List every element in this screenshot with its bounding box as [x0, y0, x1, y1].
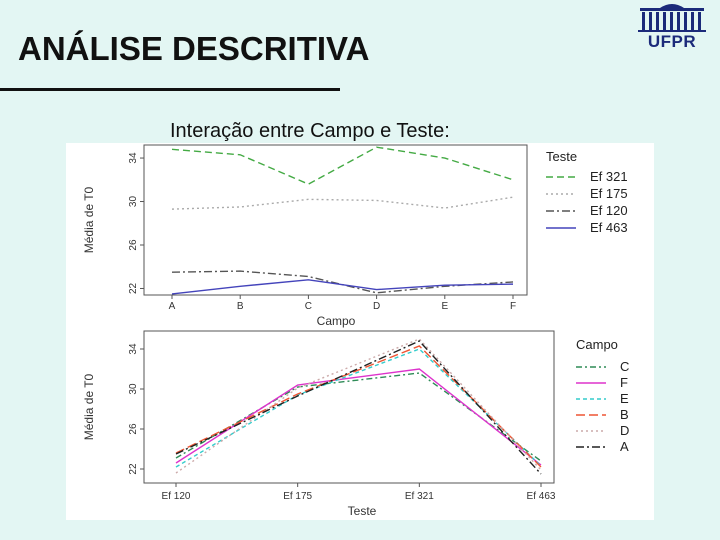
x-tick-label: Ef 175 — [283, 491, 312, 502]
legend-label: D — [620, 423, 629, 438]
y-axis-label: Média de T0 — [82, 373, 96, 440]
x-tick-label: E — [441, 301, 448, 312]
y-axis-label: Média de T0 — [82, 186, 96, 253]
series-line-ef-463 — [171, 279, 514, 295]
legend-label: Ef 321 — [590, 169, 628, 184]
series-line-d — [175, 338, 542, 474]
series-line-e — [175, 348, 542, 468]
plot-area-frame — [143, 330, 555, 484]
legend-label: Ef 463 — [590, 220, 628, 235]
x-tick-label: B — [237, 301, 244, 312]
y-tick-label: 30 — [128, 383, 139, 395]
x-tick-label: A — [169, 301, 176, 312]
y-tick-label: 22 — [128, 282, 139, 294]
slide-title: ANÁLISE DESCRITIVA — [18, 30, 370, 67]
y-tick-label: 22 — [128, 463, 139, 475]
y-tick-label: 26 — [128, 423, 139, 435]
legend-title: Teste — [546, 149, 577, 164]
legend-label: A — [620, 439, 629, 454]
series-line-ef-321 — [171, 146, 514, 185]
y-tick-label: 30 — [128, 196, 139, 208]
ufpr-logo-text: UFPR — [647, 32, 697, 51]
x-tick-label: Ef 321 — [405, 491, 434, 502]
series-line-c — [175, 372, 542, 462]
ufpr-logo-emblem — [638, 4, 706, 32]
legend-label: Ef 120 — [590, 203, 628, 218]
legend-label: C — [620, 359, 629, 374]
legend-title: Campo — [576, 337, 618, 352]
y-tick-label: 34 — [128, 152, 139, 164]
x-axis-label: Campo — [317, 314, 356, 328]
legend-label: B — [620, 407, 629, 422]
series-line-b — [175, 345, 542, 468]
x-tick-label: C — [305, 301, 312, 312]
series-line-f — [175, 368, 542, 466]
legend-label: E — [620, 391, 629, 406]
series-line-ef-120 — [171, 270, 514, 294]
legend-label: Ef 175 — [590, 186, 628, 201]
slide-subtitle: Interação entre Campo e Teste: — [170, 120, 450, 142]
x-axis-label: Teste — [348, 504, 377, 518]
legend-label: F — [620, 375, 628, 390]
title-underline — [0, 88, 340, 91]
series-line-a — [175, 340, 542, 475]
x-tick-label: Ef 120 — [162, 491, 191, 502]
series-line-ef-175 — [171, 196, 514, 210]
x-tick-label: F — [510, 301, 516, 312]
plot-area-frame — [143, 144, 528, 296]
x-tick-label: D — [373, 301, 380, 312]
y-tick-label: 26 — [128, 239, 139, 251]
x-tick-label: Ef 463 — [527, 491, 556, 502]
y-tick-label: 34 — [128, 343, 139, 355]
